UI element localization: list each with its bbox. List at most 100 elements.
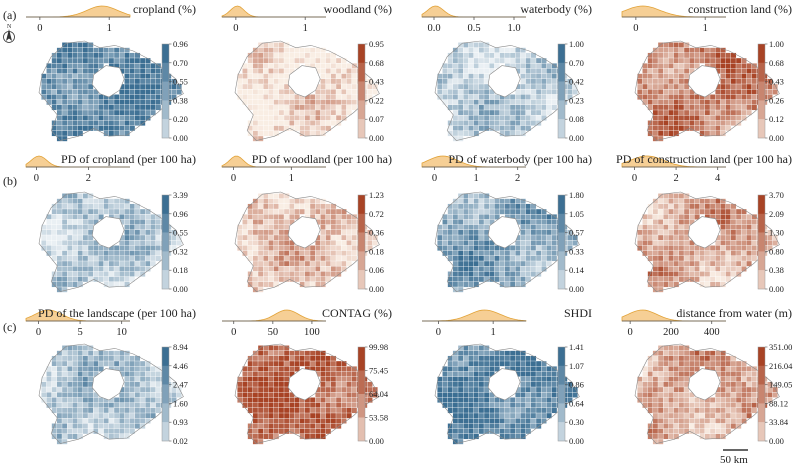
map-cell <box>304 407 311 414</box>
map-cell <box>278 193 285 199</box>
map-cell <box>546 73 552 80</box>
map-cell <box>673 376 680 383</box>
map-cell <box>93 198 99 205</box>
map-cell <box>257 407 264 414</box>
map-cell <box>504 260 511 267</box>
map-cell <box>535 73 542 80</box>
map-cell <box>657 94 664 100</box>
map-cell <box>463 433 469 440</box>
map-cell <box>56 428 63 435</box>
map-cell <box>103 208 110 215</box>
map-cell <box>525 52 532 59</box>
north-label: N <box>7 24 12 30</box>
map-cell <box>735 94 742 100</box>
map-cell <box>652 402 659 409</box>
map-cell <box>468 208 474 215</box>
map-cell <box>294 52 300 59</box>
map-cell <box>457 271 464 277</box>
map-cell <box>489 360 495 367</box>
map-cell <box>289 104 295 111</box>
map-cell <box>494 360 500 367</box>
map-cell <box>541 224 547 231</box>
map-cell <box>730 355 737 362</box>
map-cell <box>520 392 526 398</box>
map-cell <box>520 381 526 388</box>
map-cell <box>87 407 94 414</box>
colorbar-label: 0.57 <box>569 228 584 238</box>
map-cell <box>515 214 521 220</box>
map-cell <box>51 99 58 106</box>
map-cell <box>46 397 52 403</box>
map-cell <box>730 423 737 429</box>
map-cell <box>273 234 280 241</box>
choropleth-map-pd_landscape <box>38 343 184 445</box>
map-cell <box>87 68 94 74</box>
axis-tick-label: 1.0 <box>507 23 520 34</box>
map-cell <box>134 63 141 69</box>
map-cell <box>268 271 274 277</box>
map-cell <box>346 260 352 267</box>
map-cell <box>683 376 690 383</box>
map-cell <box>452 89 459 95</box>
map-cell <box>351 392 358 398</box>
map-cell <box>124 73 130 80</box>
map-cell <box>541 89 547 95</box>
map-cell <box>509 125 516 132</box>
map-cell <box>93 397 99 403</box>
map-cell <box>320 376 326 383</box>
map-cell <box>278 428 285 435</box>
map-cell <box>139 109 146 116</box>
map-cell <box>155 240 162 246</box>
map-cell <box>452 78 459 85</box>
map-cell <box>134 402 141 409</box>
map-cell <box>509 260 516 267</box>
map-cell <box>139 115 146 121</box>
map-cell <box>325 392 332 398</box>
map-cell <box>530 73 537 80</box>
map-cell <box>309 428 316 435</box>
map-cell <box>346 234 352 241</box>
map-cell <box>663 281 669 288</box>
map-cell <box>330 402 337 409</box>
map-cell <box>546 104 552 111</box>
map-cell <box>98 109 104 116</box>
map-cell <box>699 418 706 424</box>
map-cell <box>663 360 669 367</box>
map-cell <box>720 423 726 429</box>
map-cell <box>82 83 89 90</box>
map-cell <box>283 68 290 74</box>
map-cell <box>257 266 264 272</box>
map-cell <box>103 109 110 116</box>
map-cell <box>483 203 490 210</box>
map-cell <box>468 350 474 357</box>
map-cell <box>678 260 685 267</box>
map-cell <box>61 120 68 126</box>
map-cell <box>263 83 269 90</box>
map-cell <box>72 42 78 48</box>
map-cell <box>730 250 737 257</box>
map-cell <box>494 120 500 126</box>
map-cell <box>51 407 58 414</box>
map-cell <box>678 412 685 419</box>
map-cell <box>515 94 521 100</box>
map-cell <box>56 78 63 85</box>
map-cell <box>504 433 511 440</box>
colorbar-segment <box>358 394 365 418</box>
map-cell <box>652 125 659 132</box>
map-cell <box>478 224 485 231</box>
map-cell <box>103 260 110 267</box>
map-cell <box>155 94 162 100</box>
map-cell <box>551 397 558 403</box>
map-cell <box>720 229 726 236</box>
map-cell <box>746 245 752 251</box>
map-cell <box>515 203 521 210</box>
map-cell <box>463 109 469 116</box>
map-cell <box>473 214 480 220</box>
map-cell <box>746 386 752 393</box>
map-cell <box>730 57 737 64</box>
map-cell <box>320 271 326 277</box>
map-cell <box>72 402 78 409</box>
map-cell <box>494 366 500 372</box>
map-cell <box>704 203 711 210</box>
map-cell <box>499 271 506 277</box>
